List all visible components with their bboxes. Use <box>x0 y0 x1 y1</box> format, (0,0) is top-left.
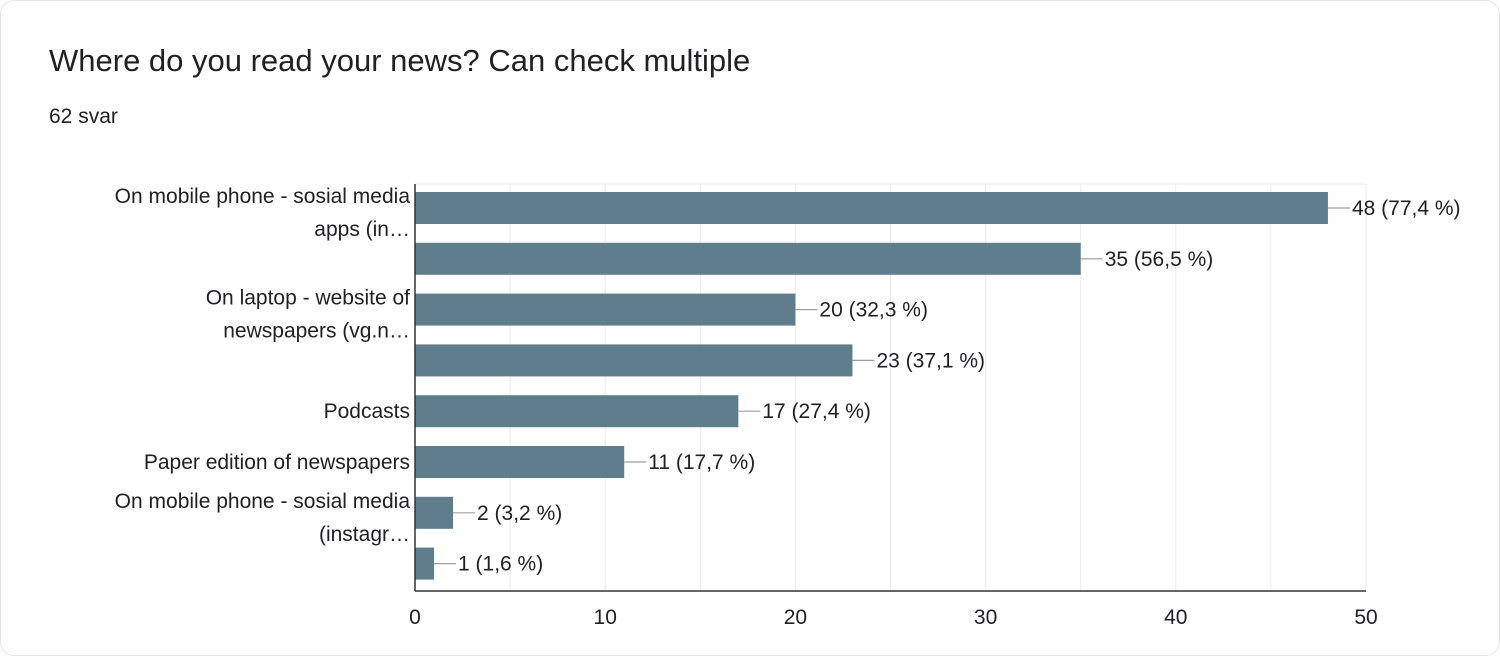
category-label: Paper edition of newspapers <box>144 451 410 474</box>
bar <box>415 547 435 580</box>
bar <box>415 496 454 529</box>
labels: 48 (77,4 %) On mobile phone - sosial medi… <box>115 185 1461 576</box>
gridlines <box>415 183 1367 591</box>
x-tick-label: 40 <box>1164 606 1187 629</box>
x-tick-label: 50 <box>1354 606 1377 629</box>
data-label: 35 (56,5 %) <box>1105 248 1214 271</box>
category-label: On mobile phone - sosial media <box>115 185 411 208</box>
bar <box>415 192 1328 224</box>
data-label: 20 (32,3 %) <box>819 299 928 322</box>
data-label: 11 (17,7 %) <box>648 451 755 474</box>
category-label: (instagr… <box>319 523 410 546</box>
bar <box>415 395 739 428</box>
axes: 0 10 20 30 40 50 <box>409 184 1378 629</box>
data-label: 48 (77,4 %) <box>1352 197 1461 220</box>
category-label: On mobile phone - sosial media <box>115 490 411 513</box>
x-tick-label: 30 <box>974 606 997 629</box>
bar <box>415 344 853 377</box>
category-label: On laptop - website of <box>206 287 410 310</box>
category-label: newspapers (vg.n… <box>223 320 410 343</box>
data-label: 23 (37,1 %) <box>876 349 985 372</box>
x-tick-label: 20 <box>784 606 807 629</box>
category-label: Podcasts <box>324 400 410 423</box>
x-tick-label: 0 <box>409 606 421 629</box>
response-count: 62 svar <box>49 105 118 128</box>
data-label: 17 (27,4 %) <box>762 400 871 423</box>
question-title: Where do you read your news? Can check m… <box>49 43 751 78</box>
bar <box>415 242 1081 275</box>
bar <box>415 446 625 478</box>
data-label: 1 (1,6 %) <box>458 553 543 576</box>
data-label: 2 (3,2 %) <box>477 502 562 525</box>
bar <box>415 293 796 326</box>
category-label: apps (in… <box>314 218 410 241</box>
bars <box>415 192 1328 580</box>
x-tick-label: 10 <box>594 606 617 629</box>
